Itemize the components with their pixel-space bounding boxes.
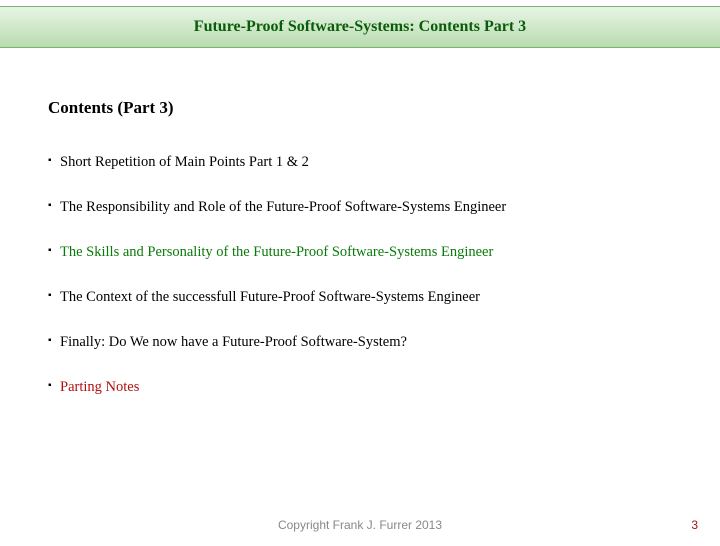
copyright-footer: Copyright Frank J. Furrer 2013: [0, 518, 720, 532]
list-item: The Responsibility and Role of the Futur…: [48, 199, 672, 216]
slide-title: Future-Proof Software-Systems: Contents …: [194, 18, 526, 36]
slide-content: Contents (Part 3) Short Repetition of Ma…: [0, 48, 720, 396]
list-item: The Skills and Personality of the Future…: [48, 244, 672, 261]
list-item: Parting Notes: [48, 379, 672, 396]
slide-header: Future-Proof Software-Systems: Contents …: [0, 6, 720, 48]
section-heading: Contents (Part 3): [48, 98, 672, 118]
contents-list: Short Repetition of Main Points Part 1 &…: [48, 154, 672, 396]
list-item: The Context of the successfull Future-Pr…: [48, 289, 672, 306]
list-item: Finally: Do We now have a Future-Proof S…: [48, 334, 672, 351]
page-number: 3: [691, 518, 698, 532]
list-item: Short Repetition of Main Points Part 1 &…: [48, 154, 672, 171]
